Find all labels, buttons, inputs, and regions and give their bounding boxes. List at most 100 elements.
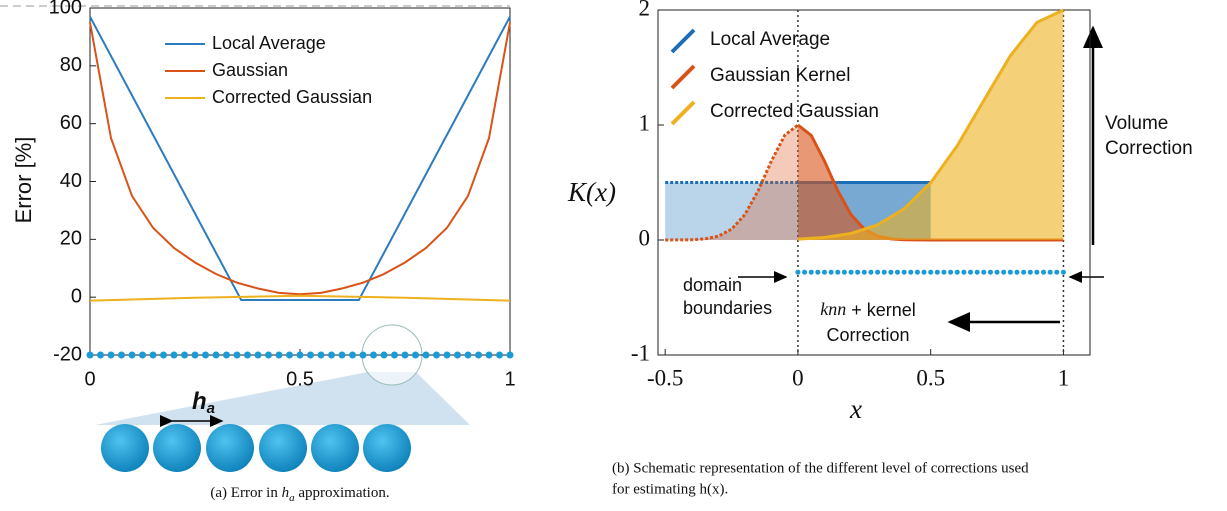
- y-tick-label: 0: [639, 225, 651, 250]
- annotation: domain: [683, 275, 742, 295]
- point: [454, 351, 461, 359]
- point: [981, 269, 987, 275]
- annotation: Correction: [1105, 138, 1193, 159]
- point: [370, 351, 377, 359]
- point: [1027, 269, 1033, 275]
- y-tick-label: 20: [60, 228, 82, 250]
- point: [160, 351, 167, 359]
- point: [328, 351, 335, 359]
- x-tick-label: 0: [84, 368, 95, 390]
- y-tick-label: 100: [49, 0, 82, 18]
- plot-frame: [657, 9, 1091, 356]
- y-tick-label: 80: [60, 54, 82, 76]
- point: [954, 269, 960, 275]
- legend-label: Corrected Gaussian: [212, 87, 372, 107]
- legend-label: Gaussian Kernel: [710, 65, 850, 86]
- point: [961, 269, 967, 275]
- point: [875, 269, 881, 275]
- series-line: [797, 8, 1065, 241]
- point: [296, 351, 304, 359]
- series-line: [89, 16, 511, 302]
- point: [1007, 269, 1013, 275]
- point: [994, 269, 1000, 275]
- area: [665, 125, 798, 240]
- knn: knn: [820, 299, 846, 319]
- point: [901, 269, 907, 275]
- point: [948, 269, 954, 275]
- magnifier-cone: [95, 372, 470, 425]
- x-tick-label: -0.5: [647, 365, 683, 390]
- point: [1034, 269, 1040, 275]
- spheres: [101, 424, 411, 472]
- point: [118, 351, 125, 359]
- point: [1014, 269, 1020, 275]
- point: [149, 351, 157, 359]
- point: [422, 351, 430, 359]
- point: [265, 351, 272, 359]
- point: [97, 351, 104, 359]
- point: [86, 351, 94, 359]
- point: [359, 351, 367, 359]
- point: [841, 269, 847, 275]
- y-tick-label: 1: [639, 110, 651, 135]
- point: [821, 269, 827, 275]
- point: [506, 351, 514, 359]
- y-tick-label: 0: [71, 285, 82, 307]
- point: [1047, 269, 1053, 275]
- x-tick-label: 0: [792, 365, 804, 390]
- point: [855, 269, 861, 275]
- y-tick-label: 2: [639, 0, 651, 20]
- point: [888, 269, 894, 275]
- caption-prefix: (a) Error in: [210, 485, 278, 501]
- point: [286, 351, 293, 359]
- area: [665, 182, 798, 240]
- plot-frame: [89, 7, 511, 356]
- point: [233, 351, 241, 359]
- point: [835, 269, 841, 275]
- point: [1054, 269, 1060, 275]
- caption-subscript: a: [289, 492, 295, 504]
- x-tick-label: 1: [504, 368, 515, 390]
- legend-label: Corrected Gaussian: [710, 101, 879, 122]
- series-line: [89, 294, 511, 302]
- y-tick-label: 40: [60, 170, 82, 192]
- x-tick-label: 1: [1058, 365, 1070, 390]
- annotation: knn + kernel: [820, 299, 916, 320]
- point: [928, 269, 934, 275]
- annotation: Correction: [826, 325, 909, 345]
- point: [128, 351, 136, 359]
- point: [139, 351, 146, 359]
- point: [485, 351, 493, 359]
- point: [795, 269, 801, 275]
- point: [894, 269, 900, 275]
- legend-label: Local Average: [710, 29, 830, 50]
- y-axis-label: K(x): [567, 177, 616, 207]
- y-tick-label: -1: [631, 340, 650, 365]
- y-tick-label: -20: [53, 343, 82, 365]
- point: [223, 351, 230, 359]
- point: [107, 351, 115, 359]
- point: [1021, 269, 1027, 275]
- caption-suffix: approximation.: [298, 485, 389, 501]
- point: [808, 269, 814, 275]
- point: [475, 351, 482, 359]
- legend-swatch: [670, 28, 696, 54]
- point: [1041, 269, 1047, 275]
- point: [254, 351, 262, 359]
- x-tick-label: 0.5: [286, 368, 314, 390]
- point: [861, 269, 867, 275]
- point: [828, 269, 834, 275]
- point: [181, 351, 188, 359]
- caption-b: (b) Schematic representation of the diff…: [612, 460, 1029, 476]
- area: [797, 125, 1064, 240]
- caption-symbol: h: [282, 485, 290, 501]
- legend-label: Local Average: [212, 33, 326, 53]
- point: [968, 269, 974, 275]
- kernel: + kernel: [851, 300, 916, 320]
- annotation: Volume: [1105, 113, 1168, 134]
- point: [244, 351, 251, 359]
- point: [191, 351, 199, 359]
- point: [815, 269, 821, 275]
- point: [881, 269, 887, 275]
